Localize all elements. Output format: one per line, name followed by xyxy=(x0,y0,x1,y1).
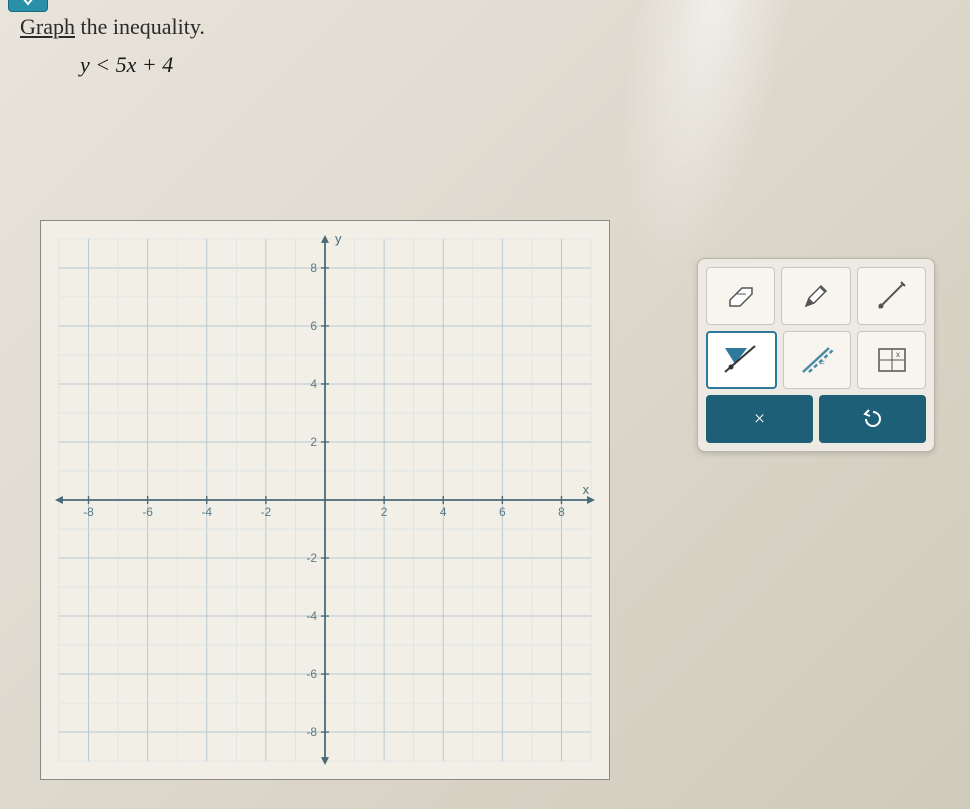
svg-text:-2: -2 xyxy=(306,551,317,565)
svg-text:-4: -4 xyxy=(201,505,212,519)
svg-text:8: 8 xyxy=(310,261,317,275)
graph-svg[interactable]: y x -8 -6 -4 -2 2 4 6 8 8 6 4 2 -2 -4 -6 -8 xyxy=(41,221,609,779)
eraser-icon xyxy=(724,284,758,308)
svg-text:-6: -6 xyxy=(142,505,153,519)
clear-button[interactable]: × xyxy=(706,395,813,443)
svg-text:4: 4 xyxy=(440,505,447,519)
no-solution-tool[interactable]: x xyxy=(857,331,926,389)
line-tool[interactable] xyxy=(857,267,926,325)
tool-palette: = x × xyxy=(697,258,935,452)
clear-icon: × xyxy=(754,408,765,431)
svg-text:2: 2 xyxy=(310,435,317,449)
svg-text:x: x xyxy=(896,350,900,359)
svg-text:x: x xyxy=(583,482,590,497)
svg-text:6: 6 xyxy=(499,505,506,519)
svg-text:2: 2 xyxy=(381,505,388,519)
inequality-expression: y < 5x + 4 xyxy=(80,52,950,78)
svg-text:=: = xyxy=(819,358,825,369)
instruction-link[interactable]: Graph xyxy=(20,14,75,39)
fill-region-tool[interactable] xyxy=(706,331,777,389)
no-solution-icon: x xyxy=(875,345,909,375)
line-icon xyxy=(873,278,909,314)
dashed-line-tool[interactable]: = xyxy=(783,331,852,389)
undo-button[interactable] xyxy=(819,395,926,443)
coordinate-plane[interactable]: y x -8 -6 -4 -2 2 4 6 8 8 6 4 2 -2 -4 -6 -8 xyxy=(40,220,610,780)
instruction-suffix: the inequality. xyxy=(75,14,205,39)
undo-icon xyxy=(862,408,884,430)
svg-text:8: 8 xyxy=(558,505,565,519)
svg-text:6: 6 xyxy=(310,319,317,333)
svg-text:-2: -2 xyxy=(261,505,272,519)
pencil-tool[interactable] xyxy=(781,267,850,325)
svg-text:y: y xyxy=(335,231,342,246)
question-area: Graph the inequality. y < 5x + 4 xyxy=(20,10,950,78)
svg-text:-6: -6 xyxy=(306,667,317,681)
pencil-icon xyxy=(801,281,831,311)
eraser-tool[interactable] xyxy=(706,267,775,325)
instruction-text: Graph the inequality. xyxy=(20,14,950,40)
svg-text:-8: -8 xyxy=(306,725,317,739)
svg-text:-8: -8 xyxy=(83,505,94,519)
dashed-line-icon: = xyxy=(797,342,837,378)
svg-text:-4: -4 xyxy=(306,609,317,623)
svg-text:4: 4 xyxy=(310,377,317,391)
fill-region-icon xyxy=(721,342,761,378)
